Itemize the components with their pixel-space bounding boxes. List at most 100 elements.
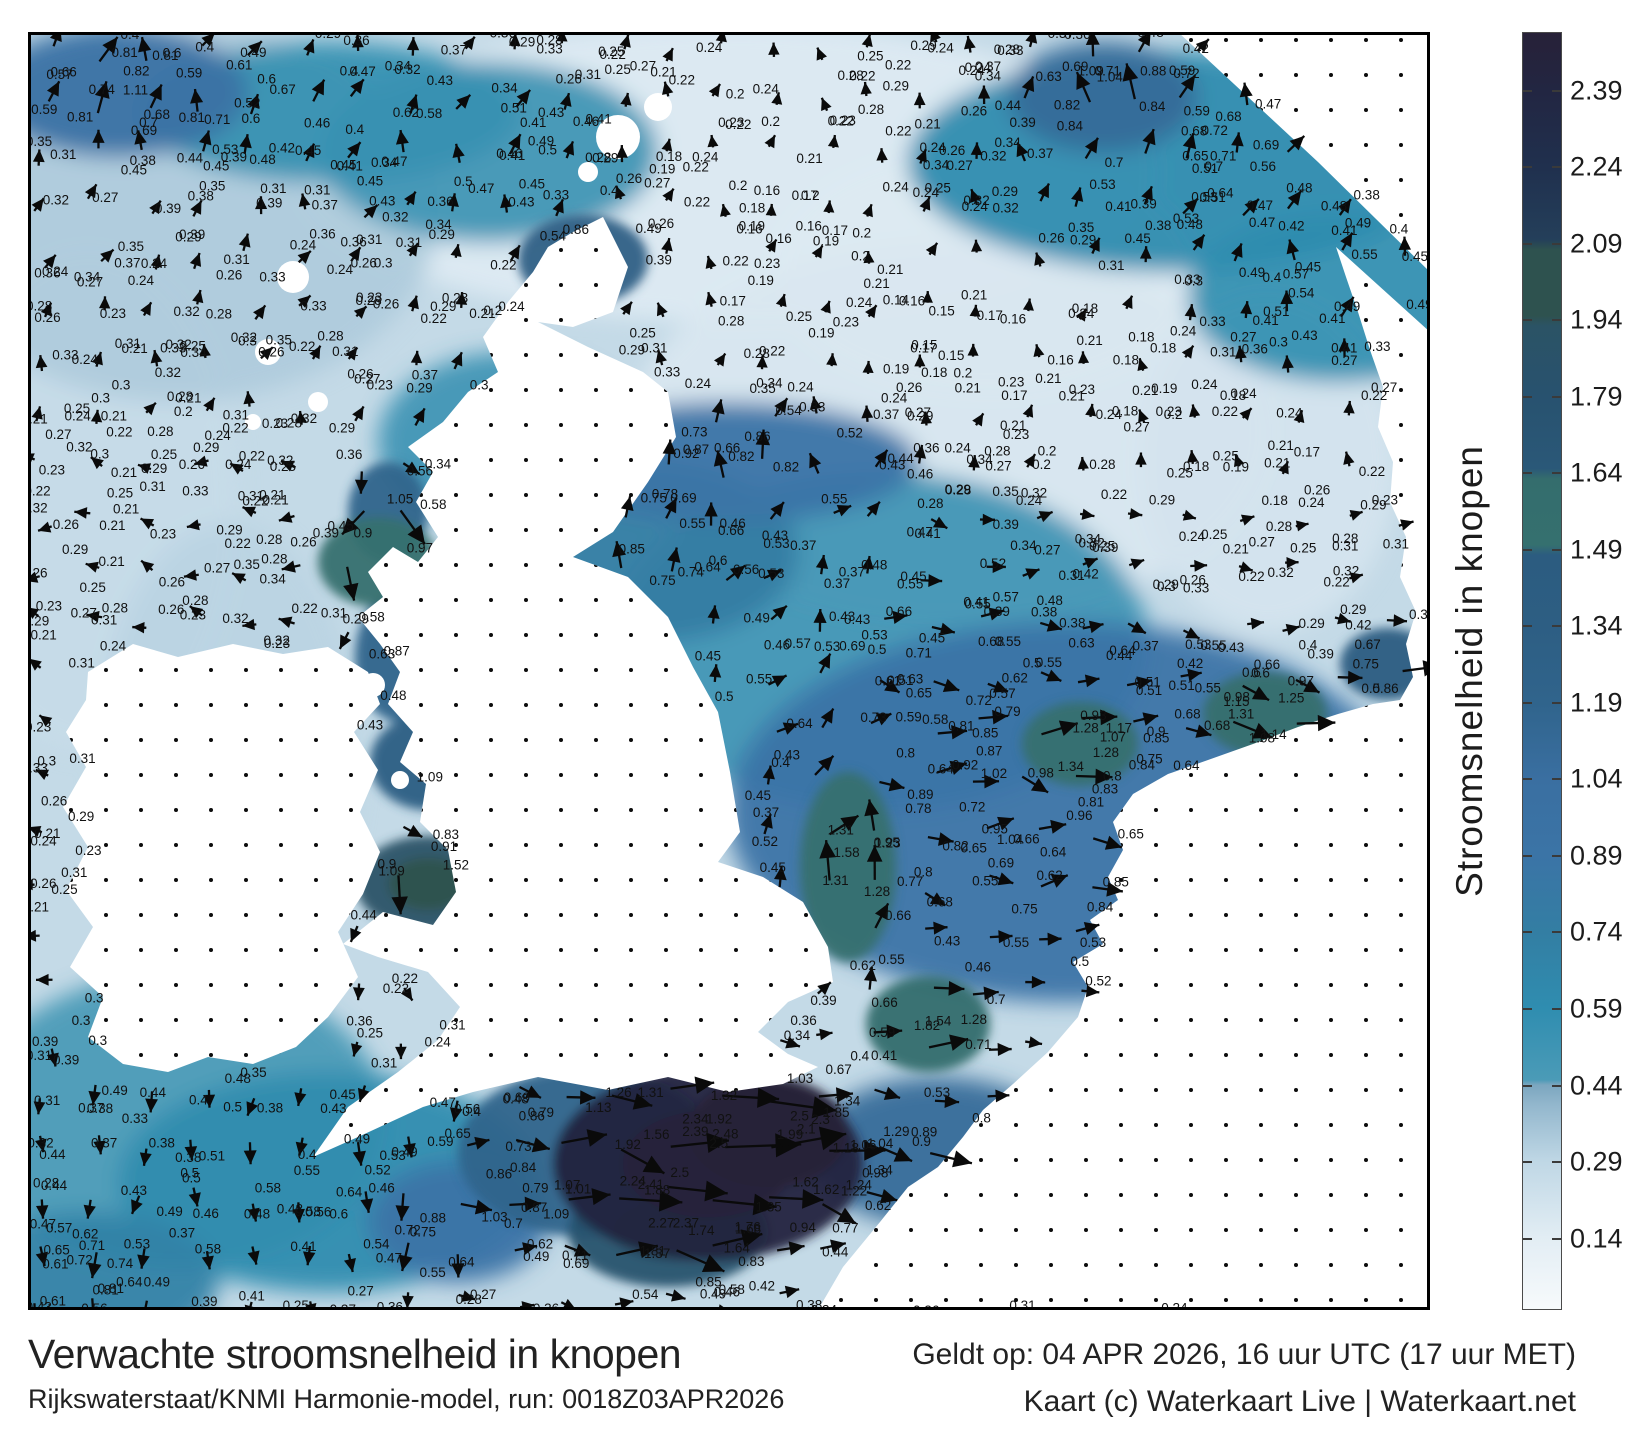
svg-text:0.55: 0.55 [972,873,998,888]
svg-text:0.37: 0.37 [312,197,338,212]
svg-text:0.9: 0.9 [377,856,396,871]
colorbar-tick [1552,395,1561,398]
svg-text:0.72: 0.72 [1202,123,1228,138]
svg-text:0.41: 0.41 [520,115,546,130]
colorbar-tick [1552,1237,1561,1240]
svg-text:1.62: 1.62 [813,1182,839,1197]
svg-text:1.58: 1.58 [833,845,859,860]
svg-text:0.15: 0.15 [911,338,937,353]
colorbar-tick [1552,1084,1561,1087]
svg-text:0.36: 0.36 [340,235,366,250]
svg-text:0.42: 0.42 [1177,656,1203,671]
svg-text:0.58: 0.58 [295,1204,321,1219]
svg-text:0.26: 0.26 [34,310,60,325]
model-run-info: Rijkswaterstaat/KNMI Harmonie-model, run… [28,1384,785,1414]
svg-text:0.31: 0.31 [28,1048,52,1063]
colorbar-tick [1523,931,1532,934]
svg-text:0.36: 0.36 [309,226,335,241]
svg-text:0.51: 0.51 [501,101,527,116]
svg-text:0.31: 0.31 [61,865,87,880]
svg-text:0.21: 0.21 [961,287,987,302]
svg-text:0.68: 0.68 [144,107,170,122]
svg-text:0.55: 0.55 [897,577,923,592]
svg-text:0.32: 0.32 [66,440,92,455]
svg-text:0.25: 0.25 [1290,540,1316,555]
svg-text:0.22: 0.22 [222,421,248,436]
svg-text:0.35: 0.35 [199,179,225,194]
svg-text:0.36: 0.36 [790,1013,816,1028]
svg-text:0.22: 0.22 [392,971,418,986]
svg-text:0.5: 0.5 [1070,954,1089,969]
svg-text:0.33: 0.33 [300,299,326,314]
svg-text:0.41: 0.41 [1331,223,1357,238]
svg-text:0.37: 0.37 [824,576,850,591]
svg-text:0.25: 0.25 [1213,448,1239,463]
colorbar-tick [1523,854,1532,857]
svg-text:0.33: 0.33 [182,484,208,499]
svg-text:0.25: 0.25 [1201,527,1227,542]
svg-text:1.09: 1.09 [543,1207,569,1222]
svg-text:0.43: 0.43 [762,528,788,543]
svg-text:0.26: 0.26 [179,457,205,472]
svg-text:0.31: 0.31 [1383,536,1409,551]
svg-text:0.27: 0.27 [1371,380,1397,395]
svg-text:0.75: 0.75 [1353,657,1379,672]
svg-text:0.32: 0.32 [28,501,48,516]
svg-text:0.29: 0.29 [910,38,936,53]
svg-text:0.24: 0.24 [846,295,873,310]
svg-text:0.7: 0.7 [504,1216,523,1231]
svg-text:0.43: 0.43 [879,458,905,473]
svg-text:0.39: 0.39 [53,1052,79,1067]
svg-text:0.41: 0.41 [586,111,612,126]
copyright-credit: Kaart (c) Waterkaart Live | Waterkaart.n… [1023,1385,1576,1418]
svg-text:2.1: 2.1 [797,1122,816,1137]
colorbar-tick [1552,319,1561,322]
svg-text:0.41: 0.41 [1319,311,1345,326]
svg-text:0.33: 0.33 [122,1111,148,1126]
colorbar-tick-label: 2.09 [1570,228,1623,259]
svg-text:0.55: 0.55 [821,491,847,506]
svg-text:0.55: 0.55 [1036,655,1062,670]
svg-text:1.88: 1.88 [644,1183,670,1198]
svg-text:0.24: 0.24 [42,264,69,279]
svg-text:0.3: 0.3 [112,378,131,393]
svg-text:0.28: 0.28 [147,424,173,439]
svg-text:0.33: 0.33 [259,270,285,285]
current-speed-map: 0.40.40.810.60.810.40.490.290.350.360.37… [28,32,1430,1310]
svg-text:0.18: 0.18 [1113,352,1139,367]
svg-text:0.92: 0.92 [673,446,699,461]
svg-text:1.06: 1.06 [850,1138,876,1153]
svg-text:0.29: 0.29 [907,408,933,423]
colorbar-tick-label: 1.49 [1570,534,1623,565]
svg-text:0.23: 0.23 [442,290,468,305]
svg-text:0.19: 0.19 [808,325,834,340]
svg-text:0.8: 0.8 [1103,768,1122,783]
svg-text:0.21: 0.21 [98,554,124,569]
svg-text:0.21: 0.21 [864,276,890,291]
svg-text:0.36: 0.36 [34,265,60,280]
svg-text:0.75: 0.75 [649,573,675,588]
colorbar-tick [1523,1007,1532,1010]
svg-text:2.5: 2.5 [709,1136,728,1151]
colorbar-tick [1552,1007,1561,1010]
svg-text:0.68: 0.68 [1215,109,1241,124]
svg-text:0.35: 0.35 [234,557,260,572]
svg-text:0.81: 0.81 [98,1281,124,1296]
colorbar-tick-label: 0.29 [1570,1146,1623,1177]
svg-text:0.46: 0.46 [907,466,933,481]
svg-text:0.68: 0.68 [1204,718,1230,733]
svg-text:0.28: 0.28 [317,328,343,343]
svg-text:0.49: 0.49 [523,1249,549,1264]
svg-text:0.31: 0.31 [115,336,141,351]
colorbar-tick [1523,395,1532,398]
svg-text:0.38: 0.38 [1059,615,1085,630]
svg-text:0.98: 0.98 [862,1165,888,1180]
svg-text:0.38: 0.38 [188,189,214,204]
svg-text:0.16: 0.16 [796,219,822,234]
svg-text:0.53: 0.53 [861,627,887,642]
svg-text:1.28: 1.28 [1073,721,1099,736]
svg-text:0.28: 0.28 [585,150,611,165]
svg-text:1.04: 1.04 [997,832,1024,847]
svg-text:0.37: 0.37 [753,805,779,820]
svg-text:0.37: 0.37 [1048,32,1074,41]
